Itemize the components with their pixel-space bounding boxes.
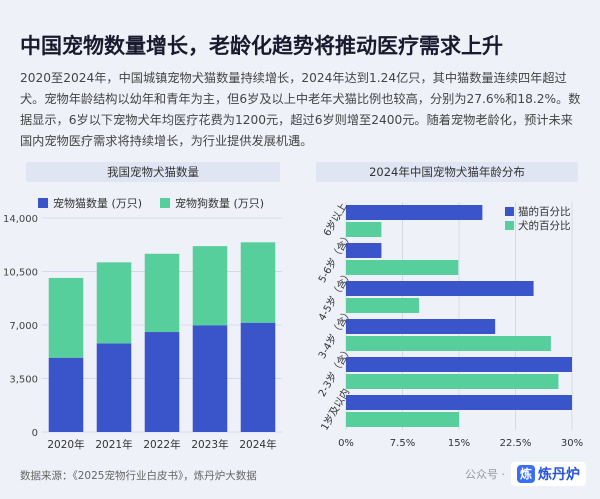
right-legend-swatch-0 <box>505 207 514 216</box>
left-xtick-2: 2022年 <box>143 438 180 451</box>
left-xtick-4: 2024年 <box>239 438 276 451</box>
source-note: 数据来源：《2025宠物行业白皮书》，炼丹炉大数据 <box>20 470 257 482</box>
legend-swatch-0 <box>38 198 48 208</box>
hbar-cat-5 <box>346 395 572 410</box>
hbar-dog-0 <box>346 222 382 237</box>
hbar-dog-4 <box>346 374 559 389</box>
page-title: 中国宠物数量增长，老龄化趋势将推动医疗需求上升 <box>20 34 503 58</box>
hbar-cat-3 <box>346 319 496 334</box>
right-legend-label-0: 猫的百分比 <box>518 205 571 218</box>
hbar-cat-0 <box>346 205 483 220</box>
hbar-cat-2 <box>346 281 534 296</box>
logo-icon: 炼 <box>517 465 535 483</box>
left-xtick-0: 2020年 <box>47 438 84 451</box>
hbar-dog-3 <box>346 336 551 351</box>
right-chart-title: 2024年中国宠物犬猫年龄分布 <box>316 162 578 182</box>
right-xtick-0: 0% <box>338 438 354 449</box>
bar-cat-1 <box>96 343 132 432</box>
bar-dog-3 <box>192 246 228 326</box>
right-legend-label-1: 犬的百分比 <box>518 219 571 232</box>
legend-swatch-1 <box>160 198 170 208</box>
left-ytick-1: 3,500 <box>9 375 38 386</box>
watermark-publisher: 公众号 · <box>465 468 505 481</box>
bar-cat-0 <box>48 357 84 432</box>
bar-dog-1 <box>96 262 132 344</box>
watermark-name: 炼丹炉 <box>538 467 580 483</box>
hbar-dog-1 <box>346 260 459 275</box>
hbar-cat-1 <box>346 243 382 258</box>
left-chart-title: 我国宠物犬猫数量 <box>26 162 280 182</box>
right-xtick-3: 22.5% <box>500 438 532 449</box>
left-ytick-2: 7,000 <box>9 321 38 332</box>
hbar-cat-4 <box>346 357 572 372</box>
bar-dog-0 <box>48 277 84 358</box>
right-legend-swatch-1 <box>505 221 514 230</box>
summary-paragraph: 2020至2024年，中国城镇宠物犬猫数量持续增长，2024年达到1.24亿只，… <box>20 71 581 148</box>
watermark-logo: 炼 炼丹炉 <box>511 462 586 486</box>
left-ytick-4: 14,000 <box>3 214 38 225</box>
right-xtick-4: 30% <box>561 438 583 449</box>
legend-label-0: 宠物猫数量 (万只) <box>53 196 142 210</box>
right-xtick-2: 15% <box>448 438 470 449</box>
hbar-dog-5 <box>346 412 459 427</box>
watermark: 公众号 · 炼 炼丹炉 <box>465 462 586 486</box>
legend-label-1: 宠物狗数量 (万只) <box>175 196 264 210</box>
left-xtick-1: 2021年 <box>95 438 132 451</box>
bar-cat-4 <box>240 322 276 432</box>
bar-dog-2 <box>144 253 180 333</box>
right-xtick-1: 7.5% <box>390 438 415 449</box>
bar-cat-3 <box>192 325 228 432</box>
bar-cat-2 <box>144 332 180 432</box>
left-xtick-3: 2023年 <box>191 438 228 451</box>
bar-dog-4 <box>240 242 276 323</box>
hbar-dog-2 <box>346 298 420 313</box>
left-ytick-3: 10,500 <box>3 268 38 279</box>
left-ytick-0: 0 <box>32 428 38 439</box>
